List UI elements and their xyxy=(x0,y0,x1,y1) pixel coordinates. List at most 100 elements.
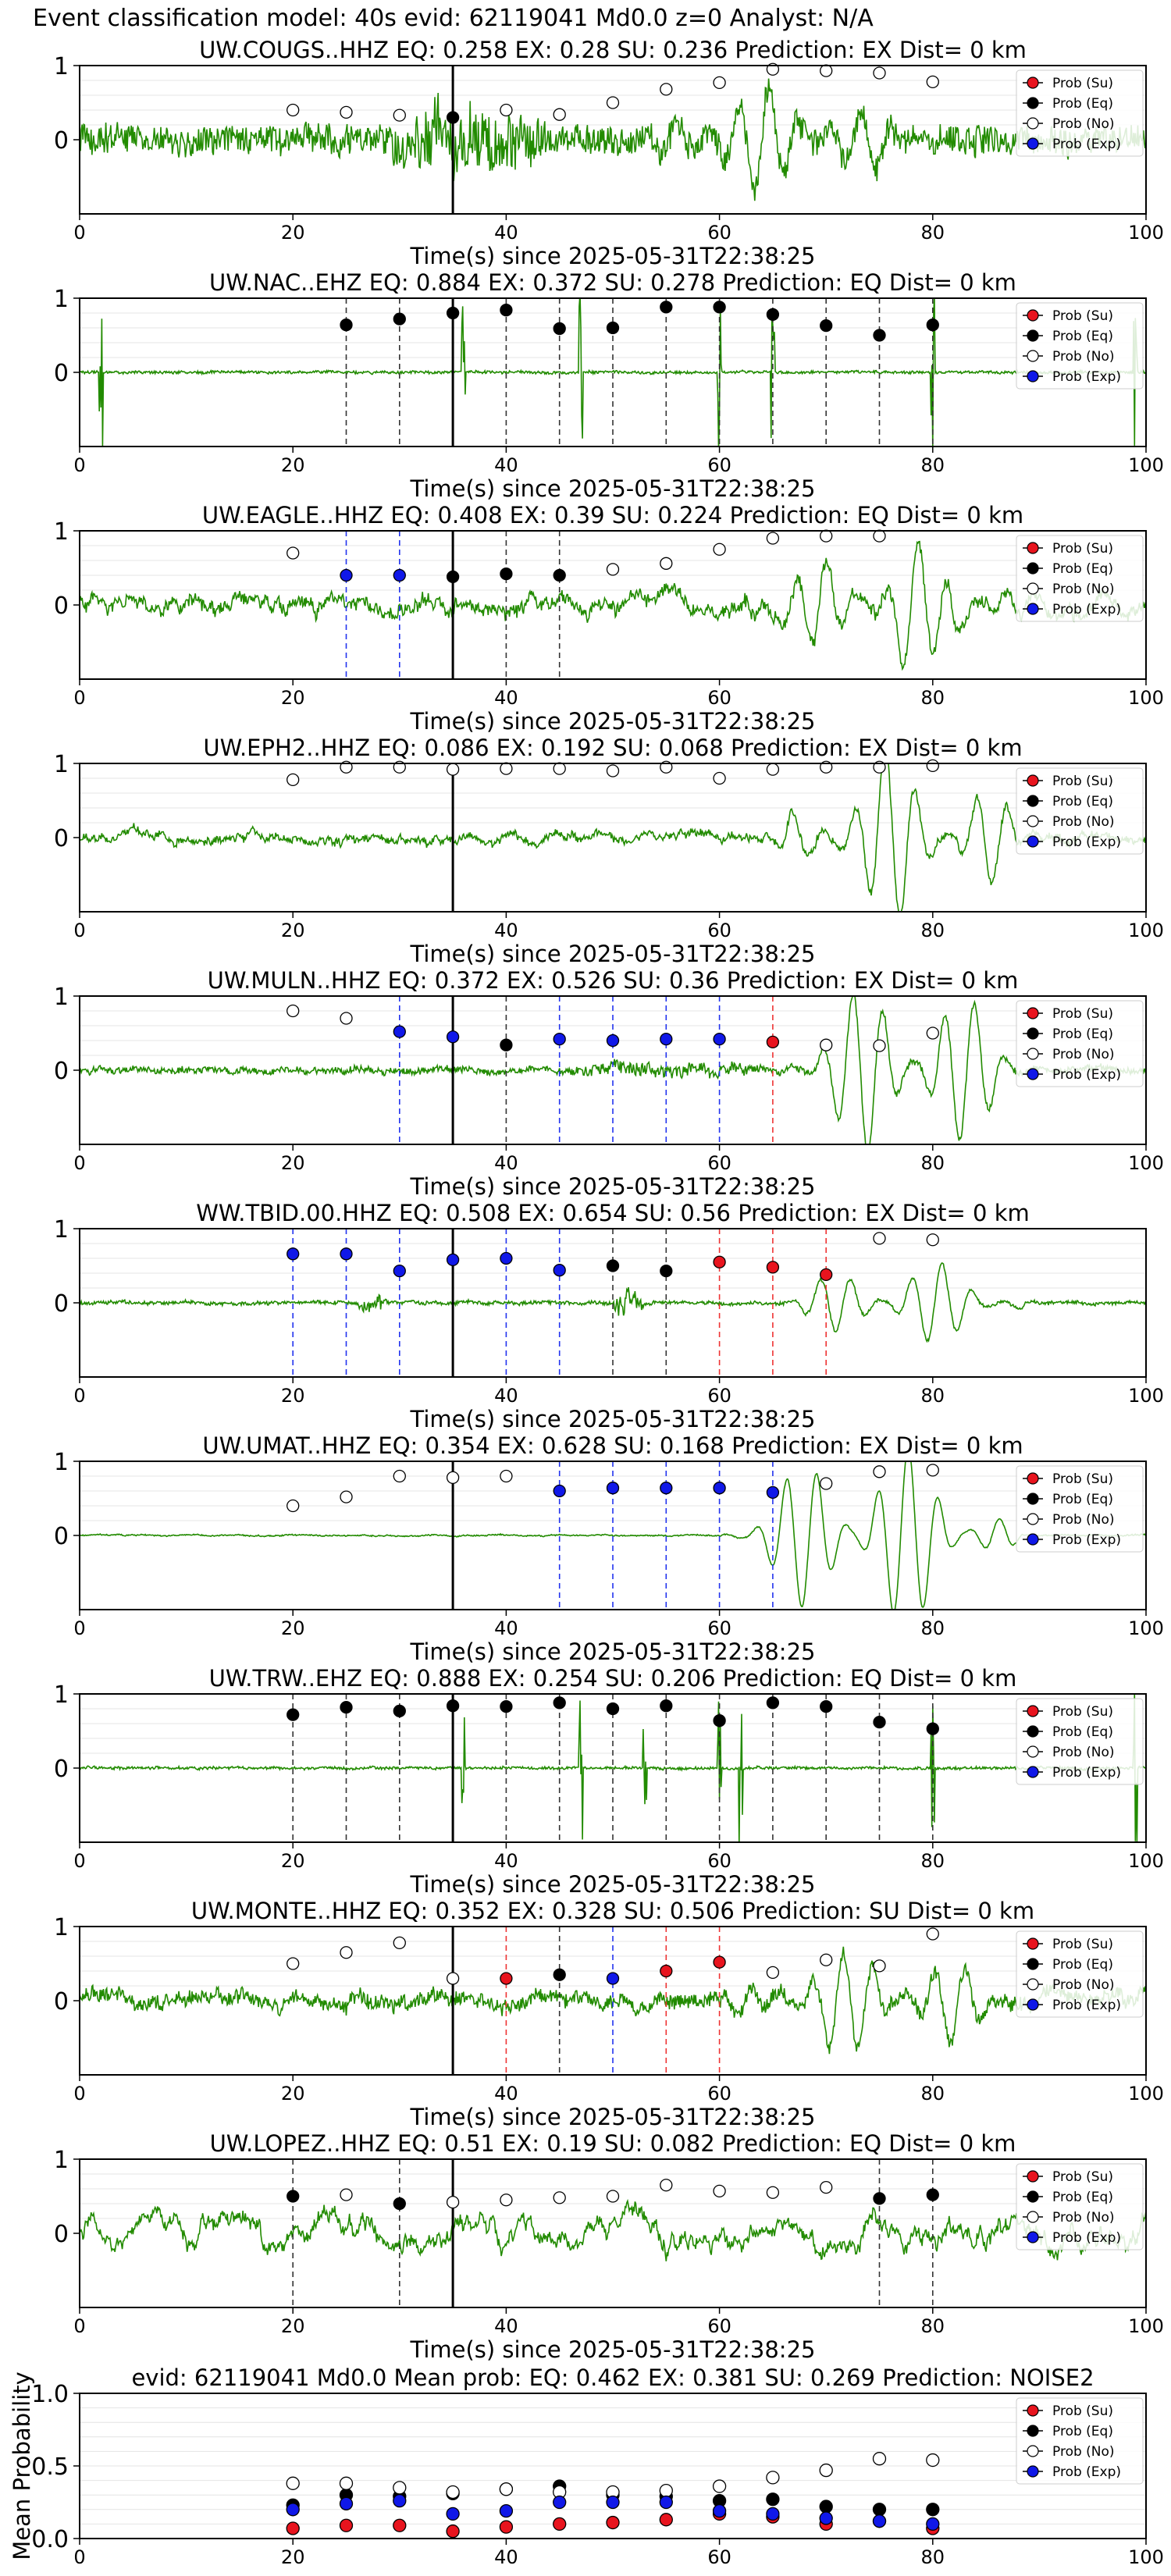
prob-dot-no xyxy=(606,2190,620,2203)
prob-dot-no xyxy=(553,2191,566,2204)
prob-dot-eq xyxy=(766,1696,780,1710)
x-tick-label: 40 xyxy=(494,1617,518,1639)
x-tick-label: 40 xyxy=(494,2315,518,2337)
x-tick-label: 40 xyxy=(494,1385,518,1407)
waveform-trace xyxy=(80,1262,1146,1343)
x-axis-label: Time(s) since 2025-05-31T22:38:25 xyxy=(410,1871,816,1898)
mean-prob-point-su xyxy=(499,2520,514,2534)
prob-dot-eq xyxy=(926,1722,939,1735)
legend-marker-exp xyxy=(1027,137,1039,150)
legend: Prob (Su) Prob (Eq) Prob (No) Prob (Exp) xyxy=(1016,2163,1144,2250)
x-tick-label: 100 xyxy=(1128,687,1164,709)
y-tick-label: 1 xyxy=(54,53,69,80)
prob-dot-eq xyxy=(926,2188,939,2201)
mean-prob-point-eq xyxy=(872,2503,887,2517)
mean-prob-point-exp xyxy=(766,2507,780,2521)
prob-dot-no xyxy=(660,83,673,96)
legend-marker-eq xyxy=(1027,2190,1039,2203)
legend-marker-no xyxy=(1027,1048,1039,1060)
prob-dot-no xyxy=(446,1972,460,1985)
prob-dot-no xyxy=(926,759,939,772)
prob-dot-su xyxy=(660,1964,673,1978)
prob-dot-eq xyxy=(873,329,886,342)
legend-marker-su xyxy=(1027,542,1039,554)
legend-marker-eq xyxy=(1027,1958,1039,1970)
legend-marker-su xyxy=(1027,2170,1039,2183)
legend-box xyxy=(1016,1000,1144,1087)
x-tick-label: 20 xyxy=(281,2083,305,2105)
x-tick-label: 60 xyxy=(707,2546,731,2568)
legend-marker-no xyxy=(1027,1513,1039,1525)
plot-area xyxy=(80,1229,1146,1377)
x-tick-label: 20 xyxy=(281,687,305,709)
y-tick-label: 1 xyxy=(54,518,69,546)
x-tick-label: 100 xyxy=(1128,1385,1164,1407)
subplot-8: UW.TRW..EHZ EQ: 0.888 EX: 0.254 SU: 0.20… xyxy=(54,1665,1164,1898)
legend-label: Prob (No) xyxy=(1052,1977,1115,1993)
prob-dot-no xyxy=(820,529,833,543)
prob-dot-no xyxy=(553,108,566,121)
prob-dot-exp xyxy=(606,1034,620,1048)
figure-suptitle: Event classification model: 40s evid: 62… xyxy=(33,5,874,32)
plot-area xyxy=(80,66,1146,214)
legend-label: Prob (Su) xyxy=(1052,76,1113,91)
mean-prob-point-su xyxy=(286,2521,300,2535)
subplot-3: UW.EAGLE..HHZ EQ: 0.408 EX: 0.39 SU: 0.2… xyxy=(54,502,1164,735)
legend-label: Prob (No) xyxy=(1052,1047,1115,1062)
x-tick-label: 80 xyxy=(921,687,945,709)
x-tick-label: 0 xyxy=(73,454,85,476)
mean-prob-point-no xyxy=(872,2452,887,2466)
plot-area xyxy=(80,2159,1146,2307)
y-tick-label: 1 xyxy=(54,984,69,1011)
prob-dot-eq xyxy=(287,1708,300,1721)
y-tick-label: 0 xyxy=(54,2221,69,2248)
prob-dot-no xyxy=(820,64,833,77)
prob-dot-no xyxy=(660,2179,673,2192)
mean-prob-point-no xyxy=(393,2481,407,2495)
x-tick-label: 100 xyxy=(1128,2546,1164,2568)
legend-marker-su xyxy=(1027,2404,1039,2417)
prob-dot-no xyxy=(873,529,886,543)
mean-prob-point-exp xyxy=(499,2504,514,2518)
mean-prob-point-exp xyxy=(286,2503,300,2517)
subplot-title: evid: 62119041 Md0.0 Mean prob: EQ: 0.46… xyxy=(131,2364,1094,2391)
prob-dot-su xyxy=(766,1261,780,1274)
legend-label: Prob (Su) xyxy=(1052,2403,1113,2419)
legend: Prob (Su) Prob (Eq) Prob (No) Prob (Exp) xyxy=(1016,1000,1144,1087)
y-tick-label: 0 xyxy=(54,127,69,155)
x-tick-label: 100 xyxy=(1128,222,1164,244)
legend-label: Prob (No) xyxy=(1052,582,1115,597)
x-tick-label: 80 xyxy=(921,2315,945,2337)
x-tick-label: 0 xyxy=(73,2315,85,2337)
x-tick-label: 60 xyxy=(707,454,731,476)
prob-dot-eq xyxy=(446,306,460,320)
prob-dot-no xyxy=(766,1966,780,1980)
prob-dot-exp xyxy=(553,1484,566,1498)
prob-dot-no xyxy=(287,546,300,560)
y-tick-label: 1 xyxy=(54,751,69,778)
subplot-11: evid: 62119041 Md0.0 Mean prob: EQ: 0.46… xyxy=(9,2364,1164,2568)
legend-label: Prob (Exp) xyxy=(1052,137,1121,152)
plot-area xyxy=(80,298,1146,447)
legend-marker-exp xyxy=(1027,835,1039,848)
legend-label: Prob (Su) xyxy=(1052,1704,1113,1720)
legend-label: Prob (Eq) xyxy=(1052,1026,1113,1042)
legend-label: Prob (No) xyxy=(1052,2210,1115,2226)
subplot-6: WW.TBID.00.HHZ EQ: 0.508 EX: 0.654 SU: 0… xyxy=(54,1200,1164,1432)
x-tick-label: 60 xyxy=(707,920,731,941)
prob-dot-eq xyxy=(446,570,460,584)
x-tick-label: 80 xyxy=(921,222,945,244)
x-axis-label: Time(s) since 2025-05-31T22:38:25 xyxy=(410,2336,816,2363)
prob-dot-eq xyxy=(660,1699,673,1713)
legend-marker-no xyxy=(1027,582,1039,595)
x-tick-label: 0 xyxy=(73,1152,85,1174)
prob-dot-no xyxy=(606,96,620,109)
x-tick-label: 60 xyxy=(707,1385,731,1407)
legend-marker-exp xyxy=(1027,1998,1039,2011)
x-tick-label: 60 xyxy=(707,2083,731,2105)
y-tick-label: 0 xyxy=(54,360,69,387)
x-axis-label: Time(s) since 2025-05-31T22:38:25 xyxy=(410,1638,816,1665)
legend-marker-exp xyxy=(1027,1766,1039,1778)
y-tick-label: 0.0 xyxy=(31,2526,69,2553)
prob-dot-exp xyxy=(446,1030,460,1044)
